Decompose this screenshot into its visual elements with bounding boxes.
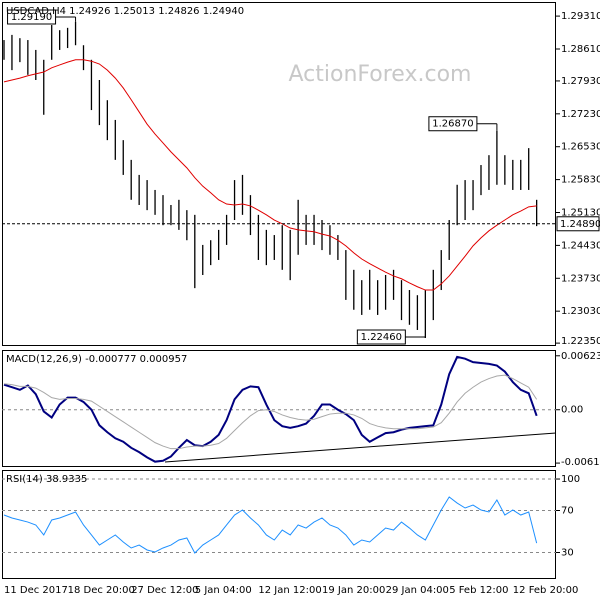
y-tick-label: -0.006163 bbox=[561, 457, 600, 468]
price-panel-frame bbox=[2, 2, 556, 346]
annotation-box bbox=[356, 329, 406, 345]
x-tick-label: 19 Jan 20:00 bbox=[322, 585, 385, 596]
y-tick-label: 0.006232 bbox=[561, 351, 600, 362]
rsi-panel-frame bbox=[2, 470, 556, 579]
x-tick-label: 11 Dec 2017 bbox=[4, 585, 68, 596]
watermark: ActionForex.com bbox=[289, 62, 472, 87]
current-price-label: 1.24890 bbox=[560, 219, 600, 230]
panel-title: RSI(14) 38.9335 bbox=[6, 474, 87, 485]
x-tick-label: 5 Jan 04:00 bbox=[195, 585, 252, 596]
y-tick-label: 1.26530 bbox=[561, 142, 600, 153]
panel-title: USDCAD,H4 1.24926 1.25013 1.24826 1.2494… bbox=[6, 6, 244, 17]
x-tick-label: 18 Dec 20:00 bbox=[68, 585, 135, 596]
y-tick-label: 70 bbox=[561, 506, 574, 517]
x-tick-label: 12 Feb 20:00 bbox=[513, 585, 579, 596]
y-tick-label: 1.23730 bbox=[561, 273, 600, 284]
macd-line bbox=[3, 355, 538, 463]
y-tick-label: 1.27930 bbox=[561, 76, 600, 87]
y-tick-label: 100 bbox=[561, 474, 580, 485]
y-tick-label: 30 bbox=[561, 547, 574, 558]
rsi-line bbox=[3, 496, 538, 554]
y-tick-label: 1.22350 bbox=[561, 336, 600, 347]
annotation-label: 1.22460 bbox=[361, 332, 402, 343]
y-tick-label: 1.23030 bbox=[561, 306, 600, 317]
x-tick-label: 27 Dec 12:00 bbox=[131, 585, 198, 596]
macd-trend-line bbox=[164, 432, 557, 463]
y-tick-label: 1.25130 bbox=[561, 207, 600, 218]
y-tick-label: 1.25830 bbox=[561, 175, 600, 186]
annotation-label: 1.26870 bbox=[432, 119, 473, 130]
annotation-box bbox=[7, 9, 57, 25]
x-tick-label: 29 Jan 04:00 bbox=[386, 585, 449, 596]
annotation-label: 1.29190 bbox=[11, 12, 52, 23]
y-tick-label: 1.29310 bbox=[561, 11, 600, 22]
annotation-box bbox=[428, 116, 478, 132]
y-tick-label: 1.24430 bbox=[561, 240, 600, 251]
x-tick-label: 5 Feb 12:00 bbox=[449, 585, 508, 596]
macd-line bbox=[3, 374, 538, 450]
x-tick-label: 12 Jan 12:00 bbox=[258, 585, 321, 596]
y-tick-label: 0.00 bbox=[561, 405, 583, 416]
y-tick-label: 1.28610 bbox=[561, 44, 600, 55]
current-price-box bbox=[556, 216, 600, 232]
y-tick-label: 1.27230 bbox=[561, 109, 600, 120]
macd-panel-frame bbox=[2, 350, 556, 467]
panel-title: MACD(12,26,9) -0.000777 0.000957 bbox=[6, 354, 187, 365]
moving-average bbox=[3, 59, 537, 291]
